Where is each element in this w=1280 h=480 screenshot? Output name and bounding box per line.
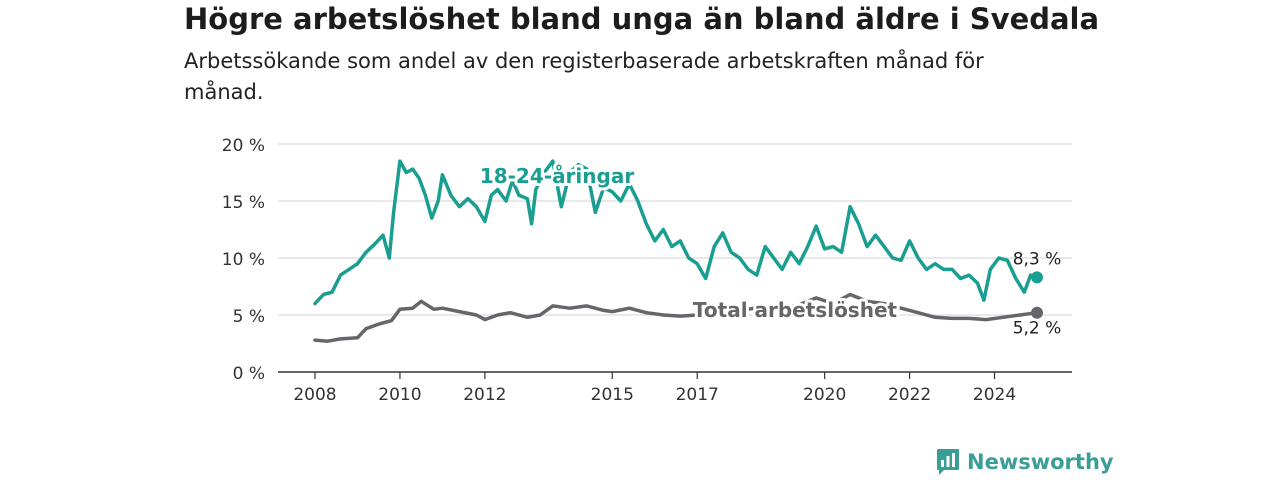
x-tick-label: 2012: [463, 385, 506, 405]
x-tick-label: 2024: [973, 385, 1016, 405]
chart-subtitle: Arbetssökande som andel av den registerb…: [184, 49, 984, 104]
y-tick-label: 20 %: [222, 136, 265, 156]
y-tick-label: 5 %: [233, 307, 265, 327]
chart-title: Högre arbetslöshet bland unga än bland ä…: [184, 2, 1100, 36]
series-name-label: Total arbetslöshet: [693, 298, 898, 322]
x-tick-label: 2008: [293, 385, 336, 405]
x-tick-label: 2015: [591, 385, 634, 405]
y-tick-label: 15 %: [222, 193, 265, 213]
axes: 0 % 5 % 10 % 15 % 20 % 2008 2010 2012 2015 2017 20…: [222, 136, 1072, 405]
x-tick-label: 2022: [888, 385, 931, 405]
series-end-value-label: 5,2 %: [1013, 319, 1062, 339]
series-name-label: 18-24-åringar: [480, 164, 635, 188]
y-tick-label: 10 %: [222, 250, 265, 270]
series-labels: 8,3 % 5,2 % 18-24-åringar Total arbetslöshe…: [477, 161, 1062, 339]
newsworthy-logo: Newsworthy: [936, 447, 1114, 477]
series-end-dot: [1031, 306, 1043, 319]
newsworthy-brand-name: Newsworthy: [967, 450, 1114, 474]
series-end-dot: [1031, 271, 1043, 284]
x-tick-label: 2020: [803, 385, 846, 405]
x-tick-label: 2017: [676, 385, 719, 405]
y-tick-label: 0 %: [233, 364, 265, 384]
newsworthy-logo-icon: [937, 449, 959, 475]
x-tick-label: 2010: [378, 385, 421, 405]
series-lines: [313, 159, 1043, 343]
gridlines: [278, 143, 1072, 316]
series-end-value-label: 8,3 %: [1013, 249, 1062, 269]
series-line: [313, 159, 1039, 306]
series-line: [313, 292, 1039, 343]
